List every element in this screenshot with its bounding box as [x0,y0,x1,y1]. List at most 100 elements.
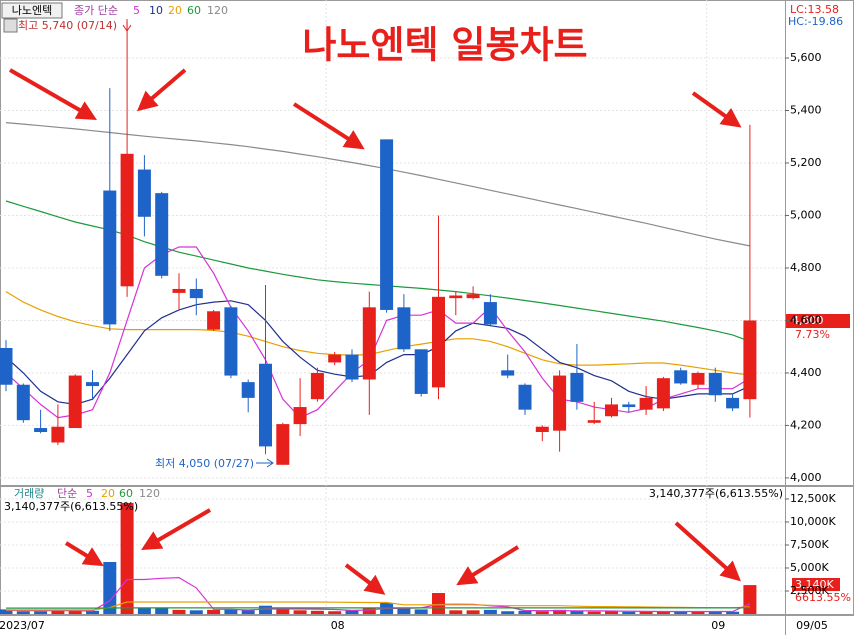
y-tick-label: 4,600 [790,313,822,326]
candle-body [518,384,532,410]
candle-body [639,397,653,410]
legend-entry: 60 [119,487,133,500]
ma-line [6,601,750,611]
x-tick-label: 2023/07 [0,619,45,632]
candle-body [432,296,445,388]
x-tick-label: 09 [711,619,725,632]
volume-bar [483,609,497,614]
arrow [691,91,742,128]
arrow [292,102,365,150]
candle-body [155,193,169,276]
candle-body [605,404,618,417]
candle-body [691,372,705,385]
volume-bar [155,608,169,614]
annotation-arrows [9,68,742,595]
candle-body [68,375,82,429]
volume-bar [103,562,117,614]
symbol-box [1,2,63,19]
volume-bar [362,608,376,614]
arrow [456,545,520,586]
candle-body [86,382,99,387]
volume-bar [449,610,463,614]
volume-bar [466,610,480,614]
volume-note-right: 3,140,377주(6,613.55%) [649,487,783,500]
candle-body [726,397,740,409]
volume-bar [224,609,238,614]
volume-bar [708,611,722,614]
candle-body [310,372,324,400]
volume-bar [518,610,532,614]
last-price: 4,600 [792,314,824,327]
x-tick-label: 08 [331,619,345,632]
arrow [64,541,104,567]
hc-label: HC:-19.86 [788,15,843,28]
arrow [141,508,212,551]
legend-entry: 20 [101,487,115,500]
y-tick-label: 5,600 [790,51,822,64]
low-marker [256,458,274,468]
chart-title: 나노엔텍 일봉차트 [302,24,587,67]
last-change: 7.73% [795,328,830,341]
y-tick-label: 5,000 [790,208,822,221]
arrow [344,563,386,595]
candle-body [103,190,117,325]
y-tick-label: 4,800 [790,261,822,274]
y-tick-label: 5,000K [790,561,829,574]
ma-line [5,122,751,247]
volume-bar [622,611,636,614]
ma-line [5,246,751,419]
ma-line [5,576,751,613]
volume-bar [345,610,359,614]
volume-bar [397,608,411,614]
candle-body [587,420,601,423]
y-tick-label: 4,000 [790,471,822,484]
candle-body [34,428,48,432]
legend-entry: 5 [86,487,93,500]
legend-entry: 120 [139,487,160,500]
arrow [9,68,97,120]
volume-bar [310,610,324,614]
candle-body [362,307,376,380]
volume-bar [259,605,272,614]
volume-bar [691,611,705,614]
volume-bar [68,610,82,614]
volume-bar [674,611,688,614]
calendar-icon [3,18,18,33]
candle-body [570,372,584,402]
candle-body [241,382,255,398]
candle-body [708,372,722,396]
volume-bar [207,609,221,614]
last-volume-tag [792,578,840,591]
last-volume: 3,140K [795,578,834,591]
volume-bar [293,610,307,614]
symbol: 나노엔텍 [12,4,52,17]
candle-body [414,349,428,394]
low-note: 최저 4,050 (07/27) [155,457,254,470]
last-price-tag [786,314,850,328]
candle-body [189,288,203,299]
volume-bar [639,611,653,614]
volume-bar [414,609,428,614]
marks-layer [0,21,757,614]
candle-body [207,311,221,330]
volume-bar [16,611,30,614]
volume-ma-label: 단순 [57,487,77,500]
y-tick-label: 12,500K [790,492,836,505]
ma-label: 종가 단순 [74,4,118,17]
volume-bar [656,611,670,614]
candle-body [276,424,290,465]
high-marker [122,19,132,32]
volume-bar [51,610,65,614]
volume-bar [535,611,549,614]
candle-body [449,295,463,299]
ma-line [5,291,750,376]
candle-body [224,307,238,376]
candle-body [259,363,272,447]
candle-body [172,288,186,293]
legend-entry: 60 [187,4,201,17]
volume-bar [137,607,151,614]
volume-bar [328,611,342,614]
candle-body [120,153,134,287]
candle-body [622,404,636,408]
volume-bar [120,502,134,614]
